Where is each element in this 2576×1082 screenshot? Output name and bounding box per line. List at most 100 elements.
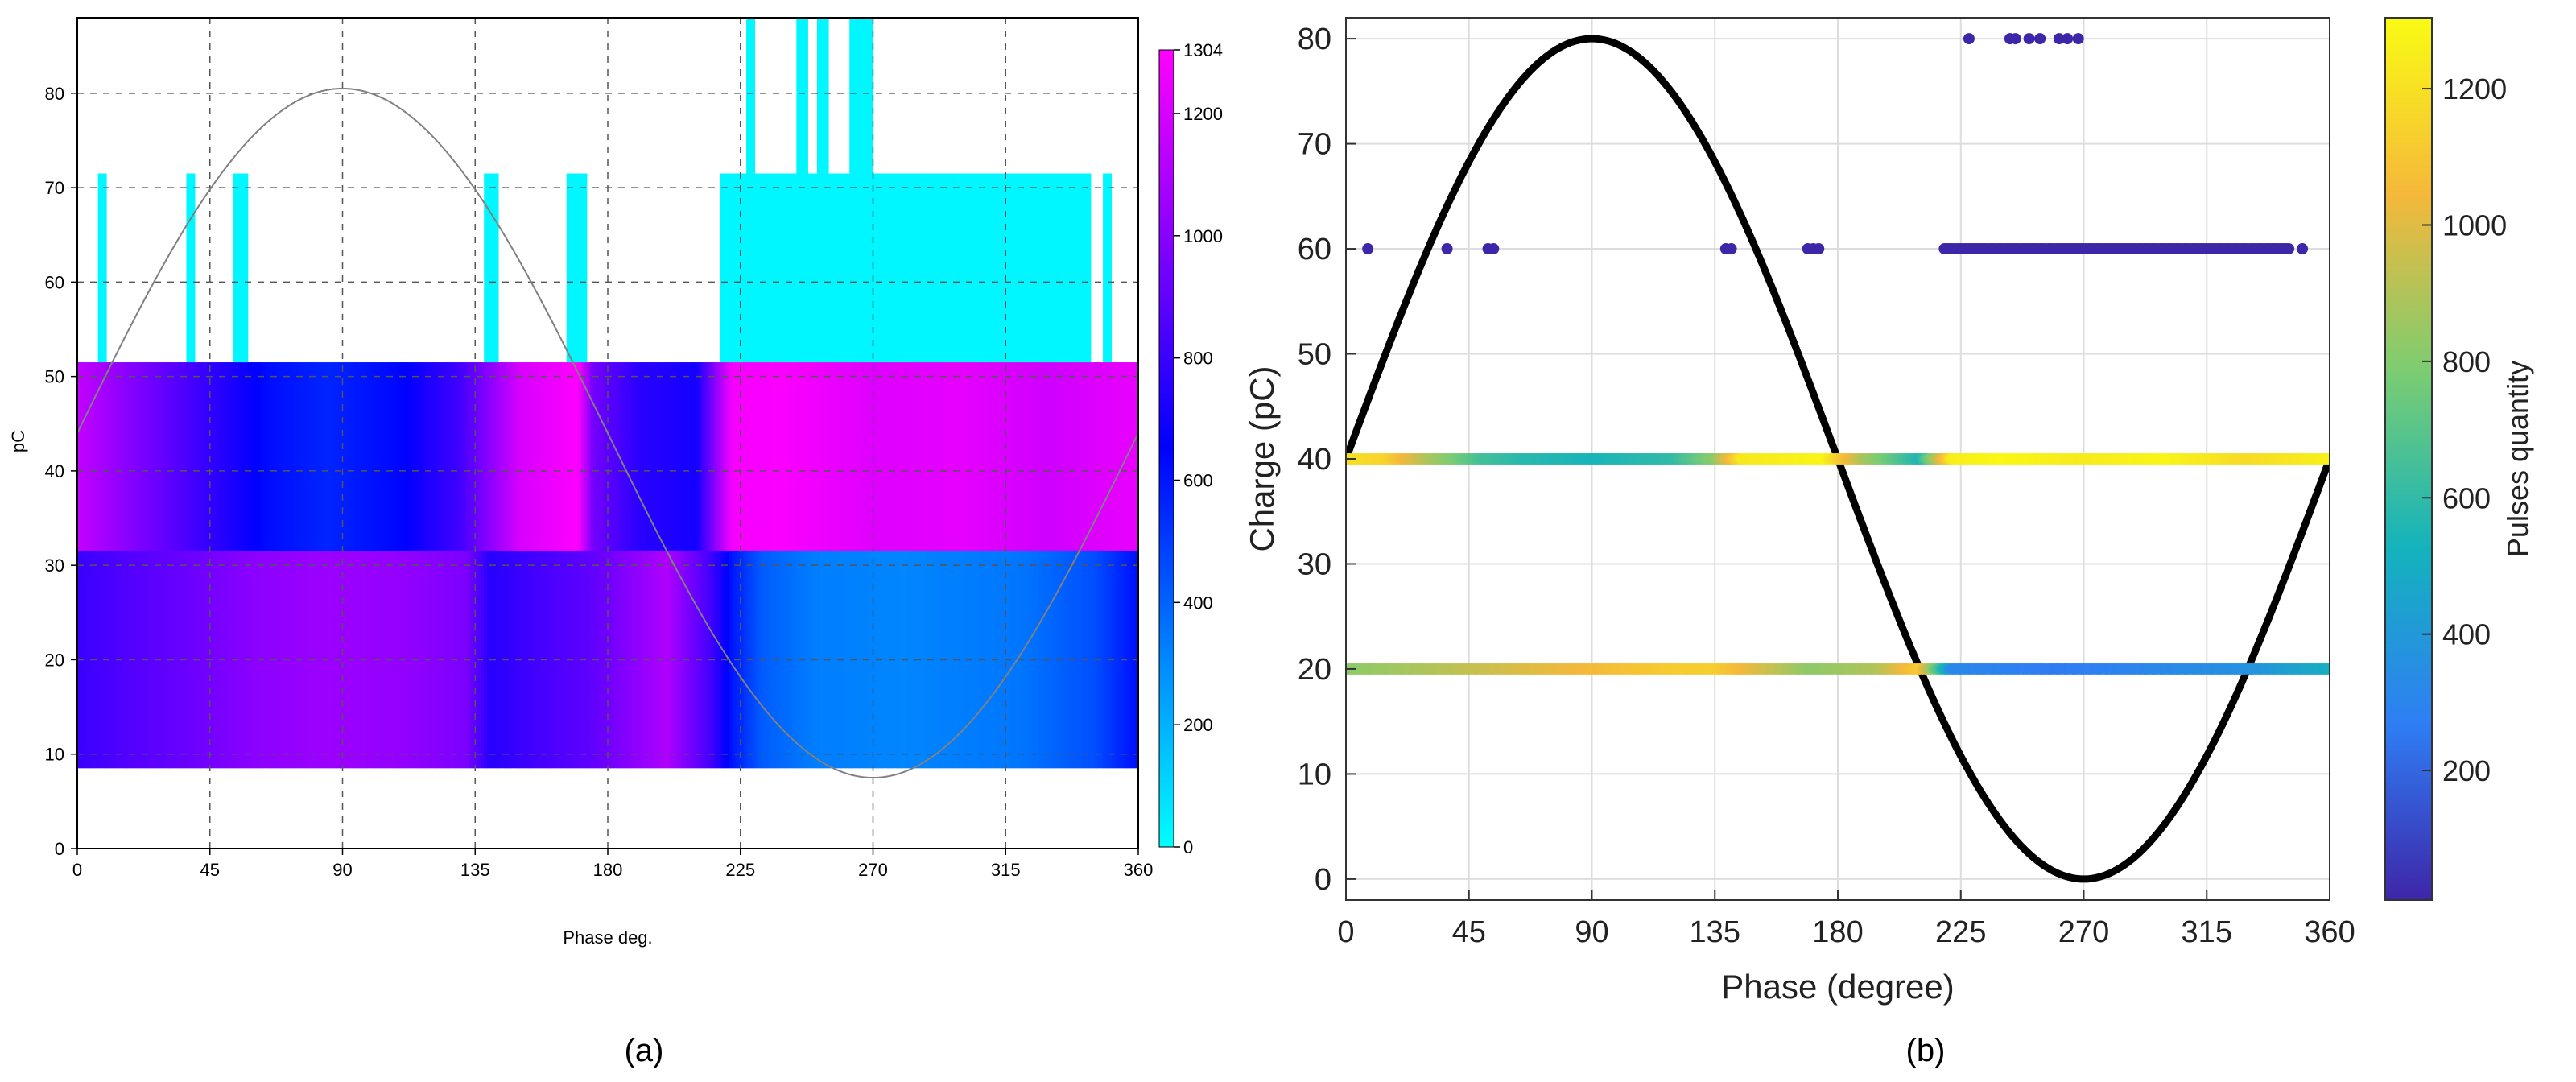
heatmap-cell [303,551,308,769]
heatmap-cell [590,551,594,769]
heatmap-cell [637,551,641,769]
x-ticks-b: 0 45 90 135 180 225 270 315 360 [1337,890,2355,949]
heatmap-cell [431,551,435,769]
heatmap-cell [651,551,656,769]
heatmap-cell [1064,551,1068,769]
heatmap-cell [917,362,921,551]
heatmap-cell [858,551,862,769]
heatmap-cell [198,551,202,769]
heatmap-cell [881,551,886,769]
heatmap-cell [849,362,853,551]
heatmap-cell [489,362,493,551]
heatmap-cell [979,362,983,551]
heatmap-cell [484,551,488,769]
heatmap-cell [1023,362,1027,551]
heatmap-cell [601,362,605,551]
heatmap-cell [177,362,181,551]
heatmap-cell [599,551,603,769]
heatmap-cell [667,551,671,769]
heatmap-cell [654,362,658,551]
heatmap-cell [846,362,850,551]
heatmap-cell [292,551,296,769]
heatmap-cell [539,362,544,551]
heatmap-cell [1096,362,1100,551]
heatmap-cell [495,362,500,551]
y-tick-label: 20 [45,650,64,670]
y-tick-label: 30 [45,555,64,576]
heatmap-cell [678,362,683,551]
heatmap-cell [445,551,449,769]
heatmap-cell [163,362,167,551]
y-ticks-b: 0 10 20 30 40 50 60 70 80 [1298,23,1356,897]
heatmap-cell [537,551,541,769]
heatmap-cell [534,362,538,551]
heatmap-cell [209,362,214,551]
heatmap-cell [381,551,385,769]
heatmap-cell [413,362,417,551]
heatmap-cell [163,551,167,769]
heatmap-cell [354,551,358,769]
heatmap-cell [997,551,1001,769]
heatmap-cell [493,362,497,551]
heatmap-cell [640,551,644,769]
heatmap-cell [764,362,768,551]
heatmap-cell [722,362,727,551]
heatmap-cell [410,362,414,551]
heatmap-cell [885,551,889,769]
heatmap-cell [383,362,388,551]
grid-a [77,18,1138,849]
heatmap-cell [575,551,579,769]
heatmap-cell [708,362,712,551]
heatmap-cell [1076,362,1080,551]
heatmap-cell [328,551,332,769]
heatmap-cell [333,362,337,551]
heatmap-cell [477,362,482,551]
x-tick-label: 225 [725,860,755,880]
scatter-point [1488,243,1500,255]
heatmap-cells [77,18,1138,769]
heatmap-cell [481,362,485,551]
heatmap-cell [422,551,426,769]
heatmap-cell [404,362,408,551]
heatmap-cell [457,362,461,551]
heatmap-cell [204,551,208,769]
heatmap-cell [112,362,117,551]
heatmap-cell [543,362,547,551]
heatmap-cell [843,362,848,551]
heatmap-cell [976,551,980,769]
scatter-point [2297,243,2309,255]
heatmap-cell [1105,362,1109,551]
x-tick-label: 0 [1337,915,1354,949]
heatmap-cell [755,362,759,551]
heatmap-cell [130,362,134,551]
heatmap-cell [551,551,555,769]
heatmap-cell [702,362,706,551]
heatmap-cell [97,362,101,551]
heatmap-cell [1126,551,1130,769]
heatmap-cell [819,551,824,769]
heatmap-cell [307,362,311,551]
heatmap-cell [262,551,266,769]
heatmap-cell [729,362,733,551]
heatmap-cell [743,551,747,769]
heatmap-cell [330,551,335,769]
heatmap-cell [743,362,747,551]
heatmap-cell [616,362,621,551]
heatmap-cell [610,551,614,769]
heatmap-cell [319,362,323,551]
y-tick-label: 70 [1298,128,1331,162]
heatmap-cell [328,362,332,551]
heatmap-cell [667,362,671,551]
heatmap-cell [195,362,199,551]
heatmap-cell [642,362,647,551]
heatmap-cell [887,362,892,551]
heatmap-cell [834,362,839,551]
heatmap-cell [943,362,947,551]
heatmap-cell [816,551,821,769]
heatmap-cell [699,362,703,551]
heatmap-cell [678,551,683,769]
scatter-point [1963,33,1975,45]
heatmap-cell [749,362,753,551]
heatmap-cell [560,362,564,551]
